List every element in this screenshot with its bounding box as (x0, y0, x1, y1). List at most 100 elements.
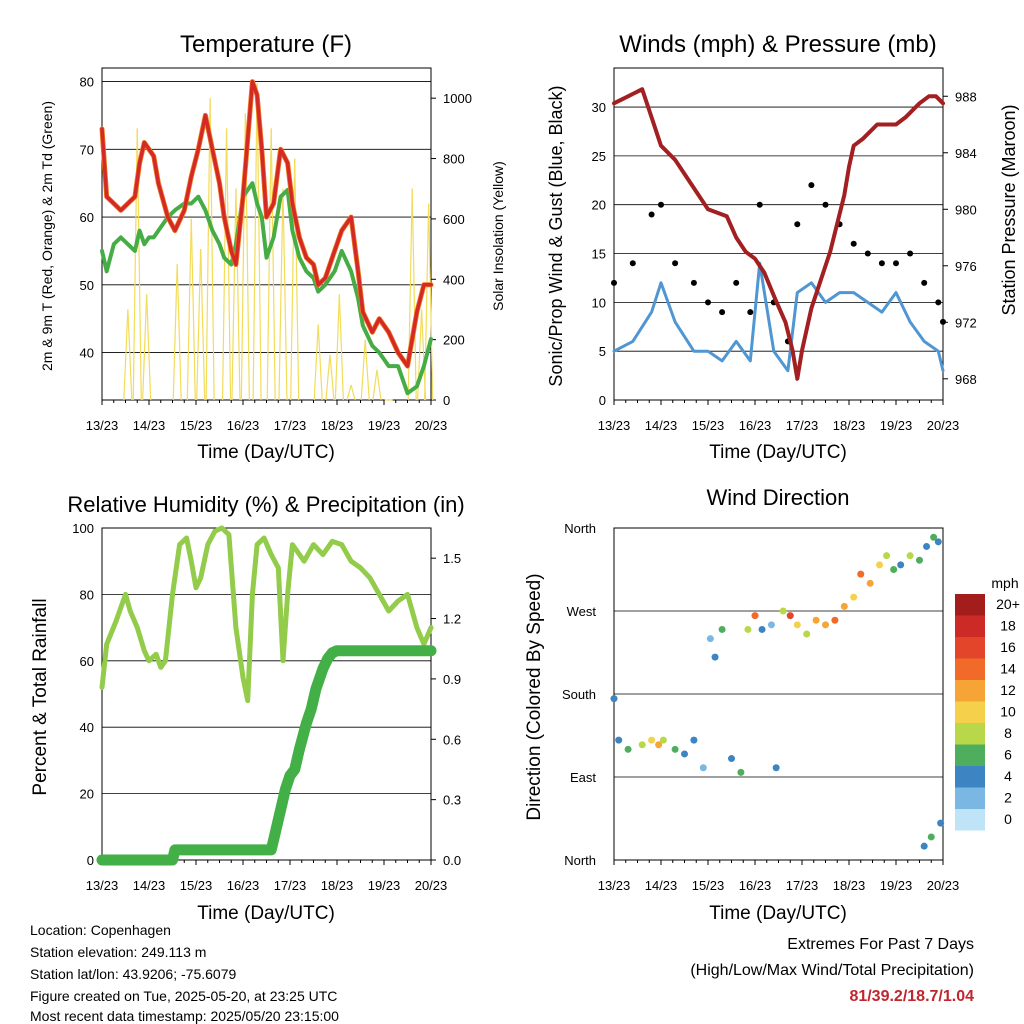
winds-x-tick-label: 14/23 (645, 418, 678, 433)
winds-y-tick-label: 30 (592, 100, 606, 115)
solar-insolation-spike (334, 294, 340, 401)
gust-point (733, 279, 740, 286)
direction-point (927, 833, 935, 841)
plot-layer: 13/23 14/23 15/23 16/23 17/23 18/23 19/23 20/23… (72, 67, 1020, 893)
legend-label: 10 (1000, 704, 1016, 720)
gust-point (921, 279, 928, 286)
legend-label: 18 (1000, 618, 1016, 634)
gust-point (658, 201, 664, 208)
solar-insolation-spike (407, 188, 413, 401)
winds-x-tick-label: 18/23 (833, 418, 866, 433)
direction-point (906, 552, 914, 560)
winds-y-label-left: Sonic/Prop Wind & Gust (Blue, Black) (546, 85, 566, 386)
gust-point (808, 182, 815, 189)
direction-point (655, 741, 663, 749)
precipitation-line (96, 645, 437, 866)
temperature-y2-tick-label: 0 (443, 393, 450, 408)
direction-point (737, 768, 745, 776)
temperature-2m-line (100, 79, 433, 368)
direction-y-tick-label: East (570, 770, 596, 785)
winds-y-tick-label: 15 (592, 247, 606, 262)
direction-point (890, 566, 898, 573)
direction-point (876, 561, 884, 569)
humidity-x-tick-label: 15/23 (180, 878, 213, 893)
direction-point (615, 736, 623, 744)
direction-y-tick-label: North (564, 853, 596, 868)
winds-y-tick-label: 25 (592, 149, 606, 164)
solar-insolation-spike (364, 339, 370, 401)
winds-y-tick-label: 20 (592, 198, 606, 213)
direction-point (812, 616, 820, 624)
direction-point (831, 616, 839, 624)
legend-swatch (955, 723, 985, 745)
legend-swatch (955, 787, 985, 809)
winds-y2-tick-label: 984 (955, 146, 977, 161)
winds-x-tick-label: 13/23 (598, 418, 631, 433)
gust-point (747, 309, 754, 316)
humidity-y2-tick-label: 0.9 (443, 672, 461, 687)
humidity-x-tick-label: 18/23 (321, 878, 354, 893)
direction-x-tick-label: 20/23 (927, 878, 960, 893)
humidity-y-tick-label: 0 (87, 853, 94, 868)
humidity-x-tick-label: 14/23 (133, 878, 166, 893)
direction-point (681, 750, 688, 758)
gust-point (940, 318, 946, 325)
temperature-y2-tick-label: 800 (443, 152, 465, 167)
winds-y2-tick-label: 988 (955, 89, 977, 104)
dewpoint-line (100, 181, 433, 396)
direction-title: Wind Direction (706, 485, 849, 510)
info-location: Location: Copenhagen (30, 922, 171, 938)
solar-insolation-spike (142, 294, 148, 401)
solar-insolation-spike (424, 203, 430, 401)
solar-insolation-spike (294, 158, 300, 401)
info-recent: Most recent data timestamp: 2025/05/20 2… (30, 1008, 339, 1024)
gust-point (893, 260, 899, 267)
direction-point (659, 736, 667, 744)
winds-y2-tick-label: 972 (955, 315, 977, 330)
legend-swatch (955, 766, 985, 788)
temperature-y2-tick-label: 400 (443, 272, 465, 287)
direction-x-tick-label: 18/23 (833, 878, 866, 893)
temperature-x-tick-label: 19/23 (368, 418, 401, 433)
direction-y-label-left: Direction (Colored By Speed) (524, 573, 545, 820)
solar-insolation-spike (428, 203, 434, 401)
temperature-y2-tick-label: 1000 (443, 91, 472, 106)
solar-insolation-spike (127, 309, 133, 401)
solar-insolation-spike (266, 128, 272, 401)
humidity-x-label: Time (Day/UTC) (197, 903, 335, 924)
solar-insolation-spike (190, 218, 196, 401)
winds-x-tick-label: 20/23 (927, 418, 960, 433)
legend-title: mph (991, 575, 1018, 591)
solar-insolation-spike (172, 264, 178, 401)
legend-label: 20+ (996, 596, 1020, 612)
solar-insolation-spike (221, 128, 228, 401)
winds-y-tick-label: 0 (599, 393, 606, 408)
temperature-x-tick-label: 20/23 (415, 418, 448, 433)
direction-y-tick-label: South (562, 687, 596, 702)
humidity-title: Relative Humidity (%) & Precipitation (i… (67, 492, 464, 517)
direction-x-tick-label: 15/23 (692, 878, 725, 893)
direction-point (610, 695, 618, 703)
legend-label: 0 (1004, 811, 1012, 827)
temperature-y-tick-label: 40 (80, 346, 94, 361)
legend-swatch (955, 658, 985, 680)
winds-x-tick-label: 15/23 (692, 418, 725, 433)
solar-insolation-spike (186, 218, 192, 401)
direction-x-tick-label: 14/23 (645, 878, 678, 893)
direction-point (930, 533, 938, 541)
direction-x-label: Time (Day/UTC) (709, 903, 847, 924)
solar-insolation-spike (278, 188, 284, 401)
humidity-y-tick-label: 40 (80, 720, 94, 735)
direction-point (840, 602, 848, 610)
direction-y-tick-label: West (567, 604, 597, 619)
gust-point (611, 279, 617, 286)
solar-insolation-spike (350, 384, 356, 401)
solar-insolation-spike (252, 83, 258, 401)
winds-y-tick-label: 10 (592, 295, 606, 310)
direction-point (624, 745, 632, 753)
direction-point (822, 621, 829, 629)
solar-insolation-spike (313, 324, 319, 401)
temperature-title: Temperature (F) (180, 31, 352, 58)
direction-point (779, 607, 787, 615)
legend-label: 12 (1000, 682, 1016, 698)
